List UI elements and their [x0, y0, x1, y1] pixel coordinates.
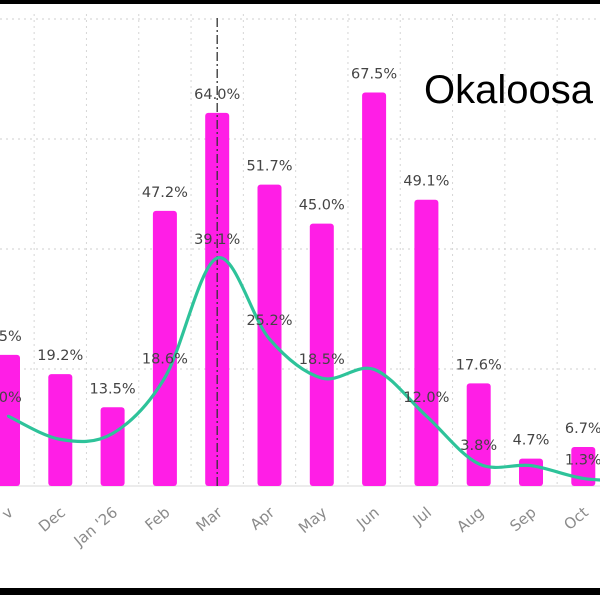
line-label: 18.6% [142, 352, 188, 368]
x-tick-label: Aug [453, 503, 487, 536]
x-tick-label: Dec [35, 503, 69, 535]
line-label: 3.8% [460, 438, 497, 454]
x-tick-label: May [295, 503, 330, 537]
x-tick-label: Mar [193, 503, 227, 536]
bar [362, 92, 387, 486]
bar [205, 112, 230, 486]
line-point [163, 376, 167, 379]
x-tick-label: Oct [560, 503, 592, 534]
line-data-labels: .0% 18.6% 39.1% 25.2% 18.5% 12.0% 3.8% 1.3% [0, 232, 600, 468]
x-tick-label: Jul [409, 503, 435, 529]
line-point [582, 477, 585, 480]
line-point [268, 337, 271, 341]
bar [309, 223, 334, 486]
bar-label: 47.2% [142, 185, 188, 201]
bar-label: 64.0% [194, 87, 240, 103]
line-point [6, 414, 10, 418]
bar-label: 45.0% [299, 198, 345, 214]
line-label: 1.3% [565, 452, 600, 468]
x-tick-label: Feb [142, 503, 174, 534]
line-path [7, 256, 600, 482]
bar-series [0, 92, 596, 487]
bar [519, 458, 543, 486]
line-point [372, 368, 376, 371]
bar-data-labels: .5% 19.2% 13.5% 47.2% 64.0% 51.7% 45.0% 67.5% 49… [0, 66, 600, 448]
line-point [216, 256, 219, 260]
bar-label: .5% [0, 329, 22, 345]
bar [0, 354, 20, 486]
bar-label: 51.7% [246, 159, 292, 175]
bar [466, 383, 491, 486]
bar [152, 210, 177, 486]
line-point [529, 464, 533, 467]
line-point [425, 414, 428, 418]
chart-frame: .5% 19.2% 13.5% 47.2% 64.0% 51.7% 45.0% 67.5% 49… [0, 4, 600, 588]
x-tick-label: v [0, 503, 17, 523]
line-point [59, 438, 62, 441]
grid-lines [0, 14, 600, 487]
bar [257, 184, 282, 487]
bar [414, 199, 439, 486]
bar-label: 17.6% [456, 357, 502, 373]
bar-label: 19.2% [37, 348, 83, 364]
bar-label: 13.5% [90, 381, 136, 397]
line-label: 12.0% [403, 390, 449, 406]
chart-canvas: .5% 19.2% 13.5% 47.2% 64.0% 51.7% 45.0% 67.5% 49… [0, 14, 600, 551]
x-tick-label: Jun [352, 503, 382, 532]
bar-label: 67.5% [351, 66, 397, 82]
bar-label: 6.7% [565, 421, 600, 437]
bar-label: 49.1% [403, 174, 449, 190]
x-tick-label: Apr [247, 503, 279, 534]
bar [100, 407, 125, 486]
overlay-title: Okaloosa [424, 68, 593, 112]
line-label: .0% [0, 390, 22, 406]
line-point [111, 432, 114, 435]
line-label: 25.2% [246, 313, 292, 329]
line-point [477, 462, 480, 466]
line-label: 39.1% [194, 232, 240, 248]
bar [48, 374, 73, 486]
x-tick-label: Sep [506, 503, 539, 535]
line-series [6, 256, 600, 482]
line-point [320, 376, 323, 380]
x-tick-label: Jan '26 [70, 503, 121, 550]
bar-label: 4.7% [513, 433, 550, 449]
line-label: 18.5% [299, 352, 345, 368]
